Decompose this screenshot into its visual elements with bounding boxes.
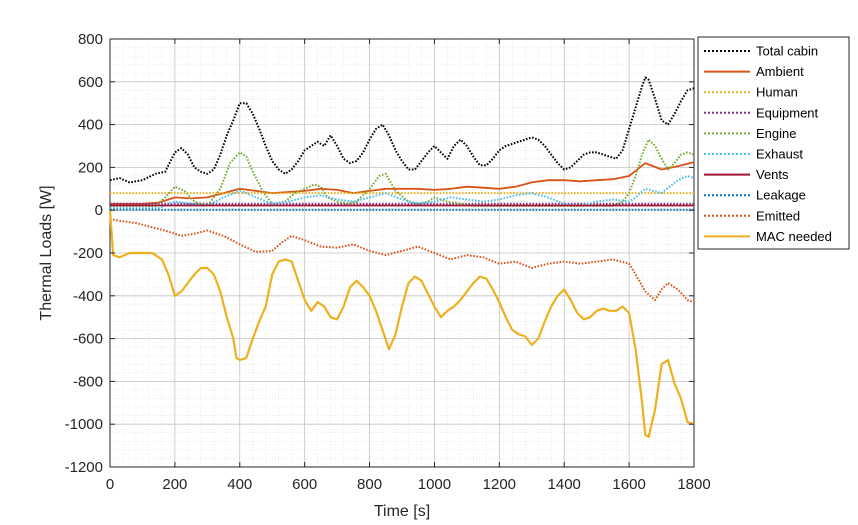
x-tick-label: 1600 <box>612 476 645 493</box>
series-group <box>108 76 695 439</box>
axis-ticks: 0 200 400 600 800 1000 1200 1400 1600 1800 800 600 4… <box>65 31 711 493</box>
x-axis-label: Time [s] <box>374 503 430 520</box>
y-tick-label: 800 <box>78 31 103 48</box>
y-tick-label: -800 <box>73 373 103 390</box>
x-tick-label: 200 <box>162 476 187 493</box>
legend-label-total-cabin: Total cabin <box>756 44 818 59</box>
legend: Total cabin Ambient Human Equipment Engine Ex… <box>697 36 850 250</box>
y-tick-label: -1000 <box>65 416 103 433</box>
legend-label-human: Human <box>756 85 798 100</box>
legend-label-equipment: Equipment <box>756 105 819 120</box>
legend-label-leakage: Leakage <box>756 188 806 203</box>
y-tick-label: -600 <box>73 331 103 348</box>
y-tick-label: 600 <box>78 74 103 91</box>
x-tick-label: 400 <box>227 476 252 493</box>
y-axis-label: Thermal Loads [W] <box>38 185 55 320</box>
legend-label-mac-needed: MAC needed <box>756 229 832 244</box>
x-tick-label: 1400 <box>548 476 581 493</box>
legend-label-vents: Vents <box>756 167 789 182</box>
x-tick-label: 600 <box>292 476 317 493</box>
x-tick-label: 800 <box>357 476 382 493</box>
legend-label-ambient: Ambient <box>756 64 804 79</box>
series-line-mac-needed <box>108 210 695 439</box>
y-tick-label: 400 <box>78 117 103 134</box>
x-tick-label: 0 <box>106 476 114 493</box>
x-tick-label: 1800 <box>677 476 710 493</box>
x-tick-label: 1000 <box>418 476 451 493</box>
y-tick-label: -400 <box>73 288 103 305</box>
y-tick-label: 200 <box>78 159 103 176</box>
legend-label-engine: Engine <box>756 126 796 141</box>
series-line-exhaust <box>110 175 695 210</box>
y-tick-label: -200 <box>73 245 103 262</box>
legend-label-exhaust: Exhaust <box>756 147 803 162</box>
series-line-emitted <box>109 217 695 304</box>
y-tick-label: -1200 <box>65 459 103 476</box>
series-line-ambient <box>110 161 695 205</box>
y-tick-label: 0 <box>95 202 103 219</box>
x-tick-label: 1200 <box>483 476 516 493</box>
legend-label-emitted: Emitted <box>756 208 800 223</box>
